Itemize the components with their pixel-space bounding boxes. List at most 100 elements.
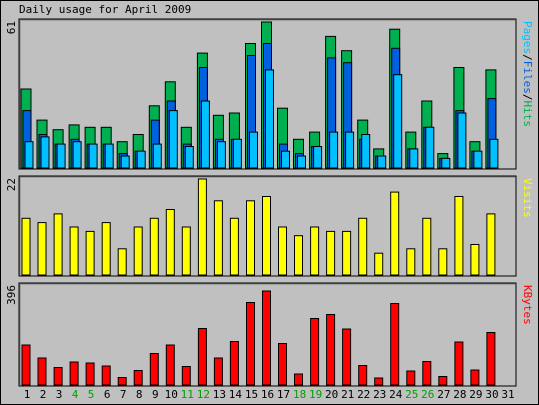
bar-pages-day-15: [249, 131, 258, 169]
bar-pages-day-27: [441, 157, 451, 169]
day-label: 7: [120, 388, 127, 401]
day-label: 21: [341, 388, 354, 401]
bar-visits-day-17: [278, 226, 287, 276]
bar-visits-day-18: [294, 235, 303, 276]
bar-kbytes-day-30: [486, 332, 496, 386]
bar-kbytes-day-23: [374, 377, 384, 386]
bar-pages-day-3: [56, 143, 66, 169]
bar-pages-day-9: [152, 143, 162, 169]
bar-kbytes-day-12: [197, 328, 207, 386]
day-label: 12: [197, 388, 210, 401]
day-label: 6: [104, 388, 111, 401]
legend-entry: /: [521, 94, 534, 101]
bar-kbytes-day-4: [69, 361, 79, 386]
bar-visits-day-10: [165, 209, 175, 276]
bar-pages-day-17: [281, 150, 290, 169]
bar-visits-day-8: [133, 226, 143, 276]
day-label: 16: [261, 388, 274, 401]
ymax-label: 61: [5, 21, 18, 34]
bar-pages-day-16: [265, 69, 274, 169]
chart-panels: 61 Pages/Files/Hits 22 Visits 396 KBytes: [5, 18, 534, 387]
bar-pages-day-11: [184, 146, 194, 169]
bar-pages-day-26: [425, 126, 435, 169]
bar-visits-day-6: [101, 222, 111, 276]
series-kbytes: [21, 290, 496, 386]
bar-kbytes-day-8: [133, 370, 143, 386]
bar-pages-day-30: [489, 138, 499, 169]
day-label: 27: [437, 388, 450, 401]
bar-kbytes-day-6: [101, 365, 111, 386]
panel-visits: 22 Visits: [5, 175, 534, 277]
bar-kbytes-day-2: [37, 357, 47, 386]
ymax-label: 22: [5, 178, 18, 191]
bar-kbytes-day-19: [310, 318, 320, 386]
legend-entry: /: [521, 54, 534, 61]
bar-kbytes-day-22: [358, 365, 368, 386]
day-label: 25: [405, 388, 418, 401]
day-label: 26: [421, 388, 434, 401]
day-label: 14: [229, 388, 243, 401]
bar-visits-day-9: [149, 217, 159, 276]
bar-visits-day-1: [21, 217, 31, 276]
bar-pages-day-8: [136, 150, 146, 169]
bar-pages-day-7: [120, 155, 130, 169]
bar-kbytes-day-27: [438, 376, 448, 386]
legend-entry: KBytes: [521, 285, 534, 325]
bar-pages-day-4: [72, 141, 82, 169]
bar-pages-day-22: [361, 134, 371, 169]
ymax-label: 396: [5, 285, 18, 305]
bar-pages-day-2: [40, 136, 50, 169]
bar-kbytes-day-11: [181, 366, 191, 386]
day-label: 8: [136, 388, 143, 401]
day-label: 20: [325, 388, 338, 401]
day-label: 4: [72, 388, 79, 401]
day-label: 5: [88, 388, 95, 401]
bar-kbytes-day-10: [165, 344, 175, 386]
bar-kbytes-day-16: [262, 290, 271, 386]
day-label: 3: [56, 388, 63, 401]
bar-kbytes-day-13: [213, 357, 223, 386]
bar-kbytes-day-20: [326, 314, 336, 386]
day-axis: 1 2 3 4 5 6 7 8 9 10 11 12 13 14 15 16 17 18 19 20 21 22 23 24 2…: [24, 388, 515, 401]
day-label: 30: [485, 388, 498, 401]
bar-visits-day-20: [326, 230, 336, 276]
bar-visits-day-22: [358, 217, 368, 276]
bar-kbytes-day-1: [21, 344, 31, 386]
legend-entry: Visits: [521, 178, 534, 218]
bar-visits-day-11: [181, 226, 191, 276]
bar-visits-day-12: [197, 178, 207, 276]
legend-entry: Files: [521, 61, 534, 94]
day-label: 19: [309, 388, 322, 401]
bar-visits-day-25: [406, 248, 416, 276]
bar-visits-day-27: [438, 248, 448, 276]
bar-visits-day-30: [486, 213, 496, 276]
day-label: 1: [24, 388, 31, 401]
bar-kbytes-day-25: [406, 370, 416, 386]
bar-kbytes-day-14: [229, 341, 239, 386]
bar-pages-day-12: [200, 100, 210, 169]
bar-visits-day-3: [53, 213, 63, 276]
day-label: 28: [453, 388, 466, 401]
bar-visits-day-5: [85, 230, 95, 276]
legend-hits-files-pages: Pages/Files/Hits: [521, 21, 534, 127]
bar-pages-day-1: [24, 141, 34, 169]
bar-pages-day-28: [457, 112, 467, 169]
day-label: 15: [245, 388, 258, 401]
bar-visits-day-23: [374, 252, 384, 276]
day-label: 17: [277, 388, 290, 401]
day-label: 18: [293, 388, 306, 401]
bar-visits-day-16: [262, 196, 271, 276]
day-label: 10: [165, 388, 178, 401]
bar-pages-day-21: [345, 131, 355, 169]
bar-pages-day-6: [104, 143, 114, 169]
day-label: 22: [357, 388, 370, 401]
legend-visits: Visits: [521, 178, 534, 218]
day-label: 9: [152, 388, 159, 401]
series-visits: [21, 178, 496, 276]
bar-kbytes-day-18: [294, 373, 303, 386]
bar-visits-day-29: [470, 244, 480, 276]
bar-visits-day-4: [69, 226, 79, 276]
series-pages: [24, 69, 499, 169]
bar-visits-day-24: [390, 191, 400, 276]
day-label: 11: [181, 388, 194, 401]
